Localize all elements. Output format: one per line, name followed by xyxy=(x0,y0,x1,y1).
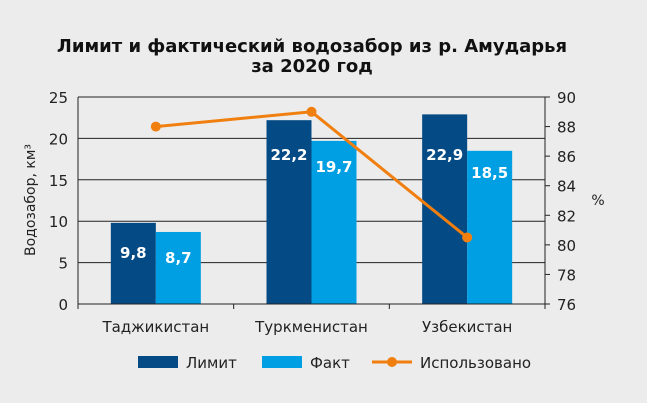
bar-label: 8,7 xyxy=(165,249,192,267)
bar-Факт xyxy=(467,150,513,304)
bar-label: 19,7 xyxy=(315,158,352,176)
legend-marker xyxy=(387,357,397,367)
chart-subtitle: за 2020 год xyxy=(251,56,373,77)
y-axis-label: Водозабор, км³ xyxy=(23,144,39,256)
chart-title: Лимит и фактический водозабор из р. Амуд… xyxy=(57,36,567,57)
legend-label: Лимит xyxy=(186,354,237,372)
y2-tick-label: 80 xyxy=(557,237,576,255)
y2-tick-label: 78 xyxy=(557,266,576,284)
bar-label: 22,2 xyxy=(270,146,307,164)
y2-tick-label: 82 xyxy=(557,207,576,225)
y-tick-label: 15 xyxy=(49,172,68,190)
x-tick-label: Узбекистан xyxy=(422,318,512,336)
y-tick-label: 10 xyxy=(49,213,68,231)
bar-label: 9,8 xyxy=(120,244,147,262)
bar-label: 22,9 xyxy=(426,146,463,164)
y2-tick-label: 90 xyxy=(557,89,576,107)
y-tick-label: 0 xyxy=(58,296,68,314)
y-tick-label: 25 xyxy=(49,89,68,107)
x-tick-label: Туркменистан xyxy=(254,318,368,336)
line-point xyxy=(150,121,161,132)
line-point xyxy=(306,106,317,117)
y2-tick-label: 86 xyxy=(557,148,576,166)
y-tick-label: 20 xyxy=(49,130,68,148)
bar-Лимит xyxy=(110,222,156,304)
bar-Лимит xyxy=(422,114,468,304)
legend-swatch xyxy=(262,356,302,368)
legend-label: Использовано xyxy=(420,354,531,372)
y2-tick-label: 76 xyxy=(557,296,576,314)
legend-swatch xyxy=(138,356,178,368)
bar-label: 18,5 xyxy=(471,164,508,182)
y2-tick-label: 84 xyxy=(557,178,576,196)
bar-Факт xyxy=(155,231,201,304)
y2-tick-label: 88 xyxy=(557,119,576,137)
y-tick-label: 5 xyxy=(58,255,68,273)
bar-Лимит xyxy=(266,120,312,305)
x-tick-label: Таджикистан xyxy=(101,318,209,336)
bar-Факт xyxy=(311,140,357,304)
line-point xyxy=(462,232,473,243)
y2-axis-label: % xyxy=(591,193,604,209)
legend-label: Факт xyxy=(310,354,350,372)
